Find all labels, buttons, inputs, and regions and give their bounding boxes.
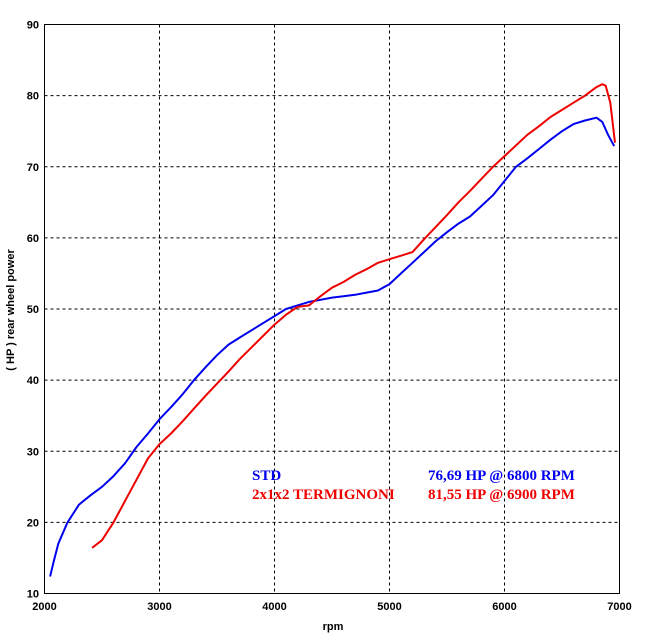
y-axis-label: ( HP ) rear wheel power [5,249,17,371]
x-tick-labels: 2000 3000 4000 5000 6000 7000 [32,601,631,613]
x-axis-label: rpm [323,621,344,633]
y-tick-20: 20 [27,517,39,529]
legend-peak-std: 76,69 HP @ 6800 RPM [428,468,575,484]
series-lines [49,83,616,577]
legend: STD 76,69 HP @ 6800 RPM 2x1x2 TERMIGNONI… [252,468,575,503]
series-line-0 [49,116,615,577]
x-tick-3000: 3000 [147,601,171,613]
x-tick-2000: 2000 [32,601,56,613]
legend-name-termignoni: 2x1x2 TERMIGNONI [252,487,395,503]
x-tick-6000: 6000 [492,601,516,613]
series-line-1 [91,83,616,549]
y-tick-70: 70 [27,162,39,174]
y-tick-60: 60 [27,233,39,245]
y-tick-80: 80 [27,91,39,103]
y-tick-10: 10 [27,589,39,601]
y-tick-labels: 10 20 30 40 50 60 70 80 90 [27,20,39,601]
x-tick-4000: 4000 [262,601,286,613]
legend-peak-termignoni: 81,55 HP @ 6900 RPM [428,487,575,503]
x-tick-5000: 5000 [377,601,401,613]
grid-lines [44,24,620,594]
y-tick-30: 30 [27,446,39,458]
x-tick-7000: 7000 [607,601,631,613]
plot-frame [44,24,620,594]
y-tick-40: 40 [27,375,39,387]
y-tick-50: 50 [27,304,39,316]
legend-name-std: STD [252,468,281,484]
y-tick-90: 90 [27,20,39,32]
